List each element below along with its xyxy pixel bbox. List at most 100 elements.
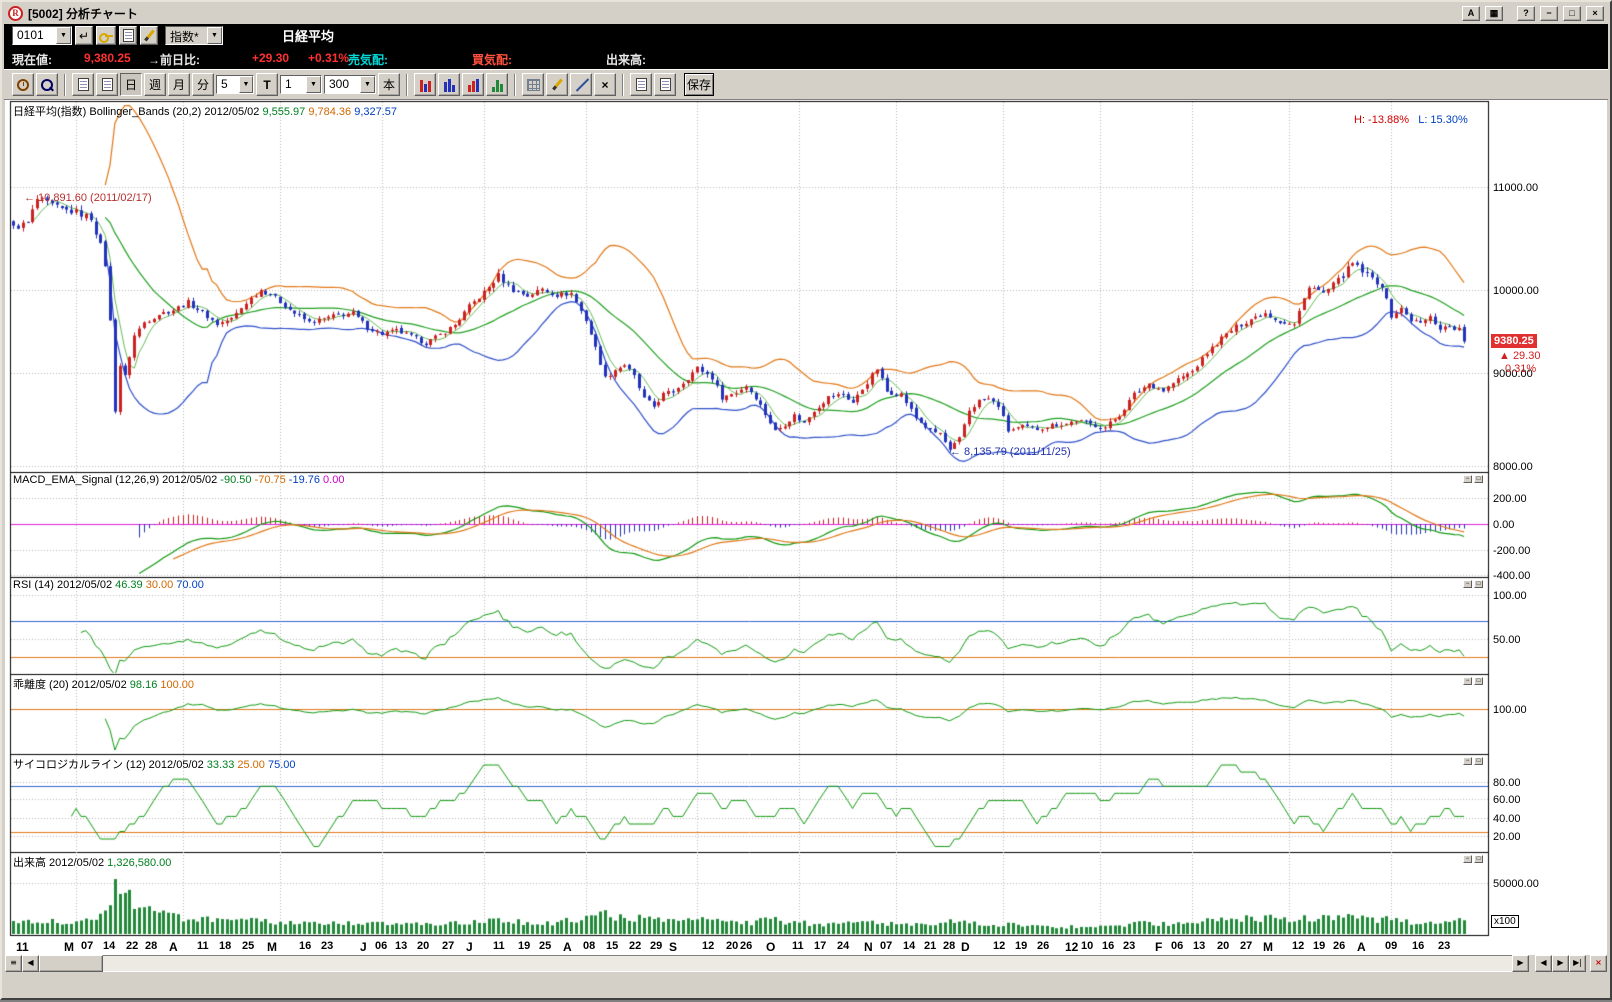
command-bar: 0101 ▼ ↵ 指数* ▼ 日経平均 — [4, 24, 1608, 47]
horizontal-scrollbar[interactable]: ≡ ◀ ▶ ◀ ▶ ▶| × — [5, 955, 1607, 972]
period-week-button[interactable]: 週 — [144, 73, 166, 96]
line-style-button[interactable] — [462, 73, 484, 96]
index-category-value[interactable]: 指数* — [166, 27, 207, 44]
interval-select[interactable]: 1 ▼ — [280, 75, 322, 94]
panel-minimize-button[interactable]: − — [1463, 757, 1472, 765]
instrument-name: 日経平均 — [282, 29, 335, 44]
x-tick: M — [267, 940, 277, 954]
chevron-down-icon[interactable]: ▼ — [207, 27, 222, 44]
panel-maximize-button[interactable]: □ — [1474, 677, 1483, 685]
pencil-tool-button[interactable] — [546, 73, 568, 96]
scroll-right-button[interactable]: ▶ — [1512, 955, 1529, 972]
index-category-select[interactable]: 指数* ▼ — [165, 26, 223, 45]
header-segment: 9,784.36 — [308, 106, 355, 118]
help-button[interactable]: ? — [1517, 6, 1535, 21]
panel-minimize-button[interactable]: − — [1463, 475, 1472, 483]
minimize-button[interactable]: − — [1540, 6, 1558, 21]
page-icon — [122, 29, 134, 42]
panel-minimize-button[interactable]: − — [1463, 580, 1472, 588]
close-button[interactable]: × — [1586, 6, 1604, 21]
print-page-button[interactable] — [654, 73, 676, 96]
layout-grid-button[interactable]: ▦ — [1485, 6, 1503, 21]
draw-tool-button[interactable] — [12, 73, 34, 96]
header-segment: 98.16 — [129, 679, 161, 691]
x-tick: 27 — [1240, 940, 1253, 952]
x-tick: O — [766, 940, 776, 954]
panel-minimize-button[interactable]: − — [1463, 677, 1472, 685]
x-tick: 17 — [814, 940, 827, 952]
scroll-thumb[interactable] — [39, 955, 103, 972]
bars-unit-button[interactable]: 本 — [378, 73, 400, 96]
period-day-button[interactable]: 日 — [120, 73, 142, 96]
panel-maximize-button[interactable]: □ — [1474, 855, 1483, 863]
memo-button[interactable] — [119, 26, 137, 45]
new-window-button[interactable] — [96, 73, 118, 96]
x-tick: 26 — [1333, 940, 1346, 952]
chevron-down-icon[interactable]: ▼ — [56, 27, 71, 44]
minute-count-select[interactable]: 5 ▼ — [216, 75, 254, 94]
return-icon: ↵ — [78, 28, 90, 43]
trend-line-button[interactable] — [570, 73, 592, 96]
x-tick: 07 — [81, 940, 94, 952]
candle-style-button[interactable] — [414, 73, 436, 96]
chart-annotation: ← 8,135.79 (2011/11/25) — [950, 446, 1071, 458]
maximize-button[interactable]: □ — [1563, 6, 1581, 21]
delete-drawing-button[interactable]: × — [594, 73, 616, 96]
axis-label: 40.00 — [1493, 813, 1521, 825]
scroll-menu-button[interactable]: ≡ — [5, 955, 22, 972]
scroll-left-button[interactable]: ◀ — [22, 955, 39, 972]
x-tick: 16 — [299, 940, 312, 952]
header-segment: 9,327.57 — [354, 106, 398, 118]
high-pct-label: H: -13.88% — [1354, 114, 1410, 126]
zoom-button[interactable] — [36, 73, 58, 96]
interval-value[interactable]: 1 — [281, 76, 306, 93]
nav-next-button[interactable]: ▶ — [1552, 955, 1569, 972]
panel-minimize-button[interactable]: − — [1463, 855, 1472, 863]
x-tick: 12 — [993, 940, 1006, 952]
change-label: →前日比: — [148, 53, 200, 67]
enter-button[interactable]: ↵ — [75, 26, 93, 45]
clock-icon — [17, 78, 29, 91]
symbol-code-input[interactable]: 0101 ▼ — [12, 26, 72, 45]
grid-toggle-button[interactable] — [522, 73, 544, 96]
chevron-down-icon[interactable]: ▼ — [239, 76, 253, 93]
minute-count-value[interactable]: 5 — [217, 76, 239, 93]
high-low-indicator: H: -13.88% L: 15.30% — [1354, 114, 1468, 126]
trend-line-icon — [575, 78, 588, 91]
copy-chart-button[interactable] — [72, 73, 94, 96]
x-tick: 13 — [395, 940, 408, 952]
panel-maximize-button[interactable]: □ — [1474, 757, 1483, 765]
header-segment: -70.75 — [254, 474, 289, 486]
chevron-down-icon[interactable]: ▼ — [306, 76, 321, 93]
volume-multiplier-badge: x100 — [1491, 915, 1519, 928]
panel-maximize-button[interactable]: □ — [1474, 475, 1483, 483]
header-segment: 75.00 — [267, 759, 296, 771]
page-icon — [77, 78, 89, 91]
key-button[interactable] — [96, 26, 116, 45]
x-tick: 10 — [1081, 940, 1094, 952]
current-price-label: 現在値: — [12, 53, 52, 67]
save-button[interactable]: 保存 — [684, 73, 715, 96]
x-tick: A — [563, 940, 572, 954]
volume-label: 出来高: — [606, 53, 646, 67]
nav-end-button[interactable]: ▶| — [1569, 955, 1586, 972]
bar-style-button[interactable] — [438, 73, 460, 96]
nav-prev-button[interactable]: ◀ — [1535, 955, 1552, 972]
close-chart-button[interactable]: × — [1590, 955, 1607, 972]
scroll-track[interactable] — [103, 955, 1512, 972]
panel-maximize-button[interactable]: □ — [1474, 580, 1483, 588]
symbol-code-value[interactable]: 0101 — [13, 27, 56, 44]
period-month-button[interactable]: 月 — [168, 73, 190, 96]
period-minute-button[interactable]: 分 — [192, 73, 214, 96]
chevron-down-icon[interactable]: ▼ — [360, 76, 375, 93]
header-segment: 46.39 — [115, 579, 146, 591]
bar-count-value[interactable]: 300 — [325, 76, 360, 93]
edit-button[interactable] — [140, 26, 158, 45]
volume-style-button[interactable] — [486, 73, 508, 96]
copy-page-button[interactable] — [630, 73, 652, 96]
x-tick: S — [669, 940, 678, 954]
font-size-button[interactable]: A — [1462, 6, 1480, 21]
bar-count-select[interactable]: 300 ▼ — [324, 75, 376, 94]
text-tool-button[interactable]: T — [256, 73, 278, 96]
